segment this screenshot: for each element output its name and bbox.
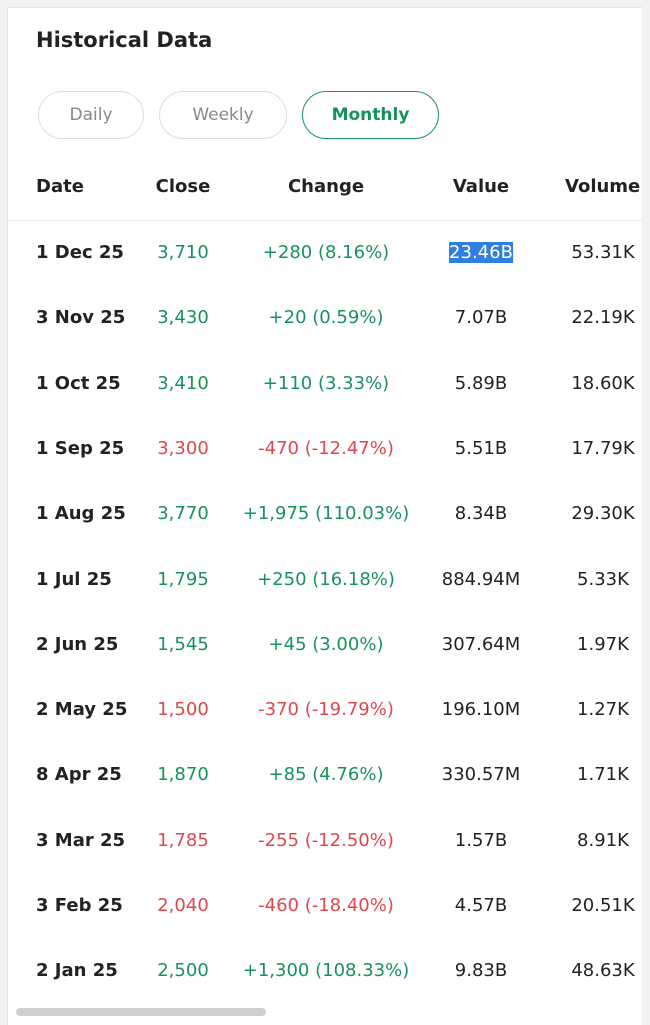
tab-weekly[interactable]: Weekly [159,91,287,139]
value-cell: 330.57M [441,764,521,786]
change-cell: +85 (4.76%) [268,764,384,786]
date-cell: 3 Feb 25 [36,895,123,916]
divider [8,220,642,221]
change-cell: -255 (-12.50%) [258,829,394,851]
change-cell: +1,975 (110.03%) [242,503,410,525]
close-cell: 1,500 [157,699,209,721]
change-cell: +20 (0.59%) [268,307,384,329]
volume-cell: 1.27K [577,699,629,721]
volume-cell: 53.31K [571,242,635,263]
close-cell: 3,770 [157,503,209,525]
column-header: Close [155,176,211,197]
change-cell: +1,300 (108.33%) [242,960,410,982]
date-cell: 1 Oct 25 [36,372,121,394]
scrollbar[interactable] [16,1008,266,1016]
volume-cell: 5.33K [577,568,629,590]
value-cell: 307.64M [441,633,521,655]
date-cell: 2 Jun 25 [36,633,119,655]
value-cell: 5.51B [454,437,508,459]
change-cell: +250 (16.18%) [257,568,395,590]
volume-cell: 22.19K [571,307,635,329]
column-header: Date [36,176,84,197]
close-cell: 1,545 [157,633,209,655]
date-cell: 2 May 25 [36,699,128,721]
change-cell: +110 (3.33%) [262,372,390,394]
close-cell: 3,710 [157,242,209,263]
volume-cell: 1.97K [577,633,629,655]
volume-cell: 18.60K [571,372,635,394]
date-cell: 2 Jan 25 [36,960,118,982]
value-cell: 9.83B [454,960,508,982]
change-cell: +45 (3.00%) [268,633,384,655]
value-cell: 4.57B [454,895,508,916]
date-cell: 1 Aug 25 [36,503,126,525]
date-cell: 1 Sep 25 [36,437,125,459]
change-cell: -460 (-18.40%) [258,895,394,916]
column-header: Change [287,176,365,197]
date-cell: 8 Apr 25 [36,764,122,786]
date-cell: 3 Mar 25 [36,829,126,851]
volume-cell: 17.79K [571,437,635,459]
tab-monthly[interactable]: Monthly [302,91,439,139]
value-cell: 8.34B [454,503,508,525]
date-cell: 1 Jul 25 [36,568,112,590]
value-cell: 884.94M [441,568,521,590]
title: Historical Data [36,28,213,52]
volume-cell: 8.91K [577,829,629,851]
value-cell: 5.89B [454,372,508,394]
value-cell: 1.57B [454,829,508,851]
date-cell: 3 Nov 25 [36,307,126,329]
value-cell: 23.46B [449,242,513,263]
volume-cell: 29.30K [571,503,635,525]
close-cell: 3,300 [157,437,209,459]
column-header: Volume [565,176,641,197]
volume-cell: 20.51K [571,895,635,916]
value-cell: 196.10M [441,699,521,721]
close-cell: 1,795 [157,568,209,590]
close-cell: 1,870 [157,764,209,786]
date-cell: 1 Dec 25 [36,242,124,263]
volume-cell: 1.71K [577,764,629,786]
close-cell: 2,040 [157,895,209,916]
change-cell: +280 (8.16%) [262,242,390,263]
change-cell: -370 (-19.79%) [258,699,394,721]
close-cell: 1,785 [157,829,209,851]
close-cell: 3,430 [157,307,209,329]
change-cell: -470 (-12.47%) [258,437,394,459]
tab-daily[interactable]: Daily [38,91,144,139]
historical-card: Historical Data Daily Weekly Monthly Dat… [7,7,642,1025]
close-cell: 2,500 [157,960,209,982]
close-cell: 3,410 [157,372,209,394]
value-cell: 7.07B [454,307,508,329]
column-header: Value [452,176,510,197]
volume-cell: 48.63K [571,960,635,982]
